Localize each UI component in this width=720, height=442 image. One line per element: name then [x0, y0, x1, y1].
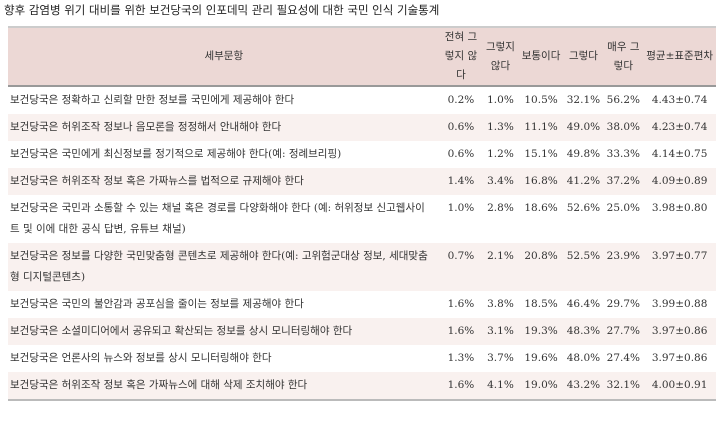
value-cell: 52.5% — [566, 250, 601, 262]
item-text: 보건당국은 언론사의 뉴스와 정보를 상시 모니터링해야 한다 — [10, 352, 272, 364]
value-cell: 0.6% — [447, 148, 475, 160]
value-cell: 32.1% — [566, 94, 601, 106]
item-text: 보건당국은 정보를 다양한 국민맞춤형 콘텐츠로 제공해야 한다(예: 고위험군… — [10, 250, 428, 283]
value-cell: 48.0% — [566, 352, 601, 364]
header-disagree: 그렇지 않다 — [485, 40, 515, 72]
value-cell: 3.8% — [487, 298, 514, 310]
value-cell: 4.00±0.91 — [651, 379, 708, 391]
value-cell: 25.0% — [606, 202, 641, 214]
value-cell: 49.8% — [566, 148, 601, 160]
table-row: 보건당국은 국민에게 최신정보를 정기적으로 제공해야 한다(예: 정례브리핑)… — [8, 141, 716, 168]
value-cell: 1.2% — [487, 148, 514, 160]
item-text: 보건당국은 국민의 불안감과 공포심을 줄이는 정보를 제공해야 한다 — [10, 298, 304, 310]
value-cell: 4.14±0.75 — [651, 148, 708, 160]
value-cell: 52.6% — [566, 202, 601, 214]
value-cell: 11.1% — [524, 121, 558, 133]
item-text: 보건당국은 소셜미디어에서 공유되고 확산되는 정보를 상시 모니터링해야 한다 — [10, 325, 353, 337]
item-text: 보건당국은 허위조작 정보나 음모론을 정정해서 안내해야 한다 — [10, 121, 282, 133]
value-cell: 19.3% — [524, 325, 558, 337]
table-row: 보건당국은 허위조작 정보나 음모론을 정정해서 안내해야 한다 0.6% 1.3%… — [8, 114, 716, 141]
header-item: 세부문항 — [204, 50, 244, 62]
value-cell: 3.97±0.77 — [651, 250, 708, 262]
value-cell: 1.0% — [447, 202, 475, 214]
value-cell: 1.4% — [447, 175, 475, 187]
value-cell: 3.97±0.86 — [651, 325, 708, 337]
value-cell: 10.5% — [524, 94, 558, 106]
header-strongly-disagree: 전혀 그렇지 않다 — [444, 31, 478, 81]
table-row: 보건당국은 정보를 다양한 국민맞춤형 콘텐츠로 제공해야 한다(예: 고위험군… — [8, 243, 716, 291]
value-cell: 20.8% — [524, 250, 558, 262]
item-text: 보건당국은 국민과 소통할 수 있는 채널 혹은 경로를 다양화해야 한다 (예… — [10, 202, 425, 235]
value-cell: 27.7% — [606, 325, 641, 337]
value-cell: 3.4% — [487, 175, 514, 187]
value-cell: 23.9% — [606, 250, 641, 262]
value-cell: 33.3% — [606, 148, 641, 160]
table-row: 보건당국은 국민의 불안감과 공포심을 줄이는 정보를 제공해야 한다 1.6% 3… — [8, 291, 716, 318]
value-cell: 43.2% — [566, 379, 601, 391]
value-cell: 0.7% — [447, 250, 475, 262]
table-row: 보건당국은 소셜미디어에서 공유되고 확산되는 정보를 상시 모니터링해야 한다… — [8, 318, 716, 345]
value-cell: 2.1% — [487, 250, 514, 262]
value-cell: 0.6% — [447, 121, 475, 133]
value-cell: 32.1% — [606, 379, 641, 391]
item-text: 보건당국은 국민에게 최신정보를 정기적으로 제공해야 한다(예: 정례브리핑) — [10, 148, 342, 160]
item-text: 보건당국은 허위조작 정보 혹은 가짜뉴스를 법적으로 규제해야 한다 — [10, 175, 304, 187]
value-cell: 41.2% — [566, 175, 601, 187]
value-cell: 4.1% — [487, 379, 514, 391]
table-row: 보건당국은 언론사의 뉴스와 정보를 상시 모니터링해야 한다 1.3% 3.7% 1… — [8, 345, 716, 372]
value-cell: 1.3% — [447, 352, 475, 364]
value-cell: 1.0% — [487, 94, 514, 106]
value-cell: 4.23±0.74 — [651, 121, 708, 133]
value-cell: 15.1% — [524, 148, 558, 160]
value-cell: 19.6% — [524, 352, 558, 364]
value-cell: 18.6% — [524, 202, 558, 214]
value-cell: 3.98±0.80 — [651, 202, 708, 214]
value-cell: 27.4% — [606, 352, 641, 364]
value-cell: 29.7% — [606, 298, 641, 310]
value-cell: 2.8% — [487, 202, 514, 214]
item-text: 보건당국은 정확하고 신뢰할 만한 정보를 국민에게 제공해야 한다 — [10, 94, 295, 106]
header-mean-sd: 평균±표준편차 — [646, 50, 714, 62]
value-cell: 37.2% — [606, 175, 641, 187]
table-row: 보건당국은 허위조작 정보 혹은 가짜뉴스에 대해 삭제 조치해야 한다 1.6%… — [8, 372, 716, 400]
value-cell: 3.97±0.86 — [651, 352, 708, 364]
value-cell: 56.2% — [606, 94, 641, 106]
statistics-table: 세부문항 전혀 그렇지 않다 그렇지 않다 보통이다 그렇다 매우 그렇다 평균… — [8, 26, 716, 401]
table-row: 보건당국은 국민과 소통할 수 있는 채널 혹은 경로를 다양화해야 한다 (예… — [8, 195, 716, 243]
value-cell: 3.1% — [487, 325, 514, 337]
value-cell: 0.2% — [447, 94, 475, 106]
value-cell: 1.3% — [487, 121, 514, 133]
header-neutral: 보통이다 — [521, 50, 561, 62]
value-cell: 1.6% — [447, 298, 475, 310]
table-row: 보건당국은 정확하고 신뢰할 만한 정보를 국민에게 제공해야 한다 0.2% 1.… — [8, 86, 716, 114]
value-cell: 18.5% — [524, 298, 558, 310]
value-cell: 3.99±0.88 — [651, 298, 708, 310]
value-cell: 46.4% — [566, 298, 601, 310]
header-agree: 그렇다 — [568, 50, 598, 62]
value-cell: 38.0% — [606, 121, 641, 133]
value-cell: 1.6% — [447, 379, 475, 391]
table-title: 향후 감염병 위기 대비를 위한 보건당국의 인포데믹 관리 필요성에 대한 국… — [4, 3, 440, 17]
value-cell: 19.0% — [524, 379, 558, 391]
item-text: 보건당국은 허위조작 정보 혹은 가짜뉴스에 대해 삭제 조치해야 한다 — [10, 379, 308, 391]
value-cell: 48.3% — [566, 325, 601, 337]
value-cell: 16.8% — [524, 175, 558, 187]
value-cell: 1.6% — [447, 325, 475, 337]
table-row: 보건당국은 허위조작 정보 혹은 가짜뉴스를 법적으로 규제해야 한다 1.4% 3… — [8, 168, 716, 195]
table-header-row: 세부문항 전혀 그렇지 않다 그렇지 않다 보통이다 그렇다 매우 그렇다 평균… — [8, 27, 716, 86]
value-cell: 3.7% — [487, 352, 514, 364]
value-cell: 4.43±0.74 — [651, 94, 708, 106]
header-strongly-agree: 매우 그렇다 — [607, 40, 640, 72]
value-cell: 49.0% — [566, 121, 601, 133]
value-cell: 4.09±0.89 — [651, 175, 708, 187]
